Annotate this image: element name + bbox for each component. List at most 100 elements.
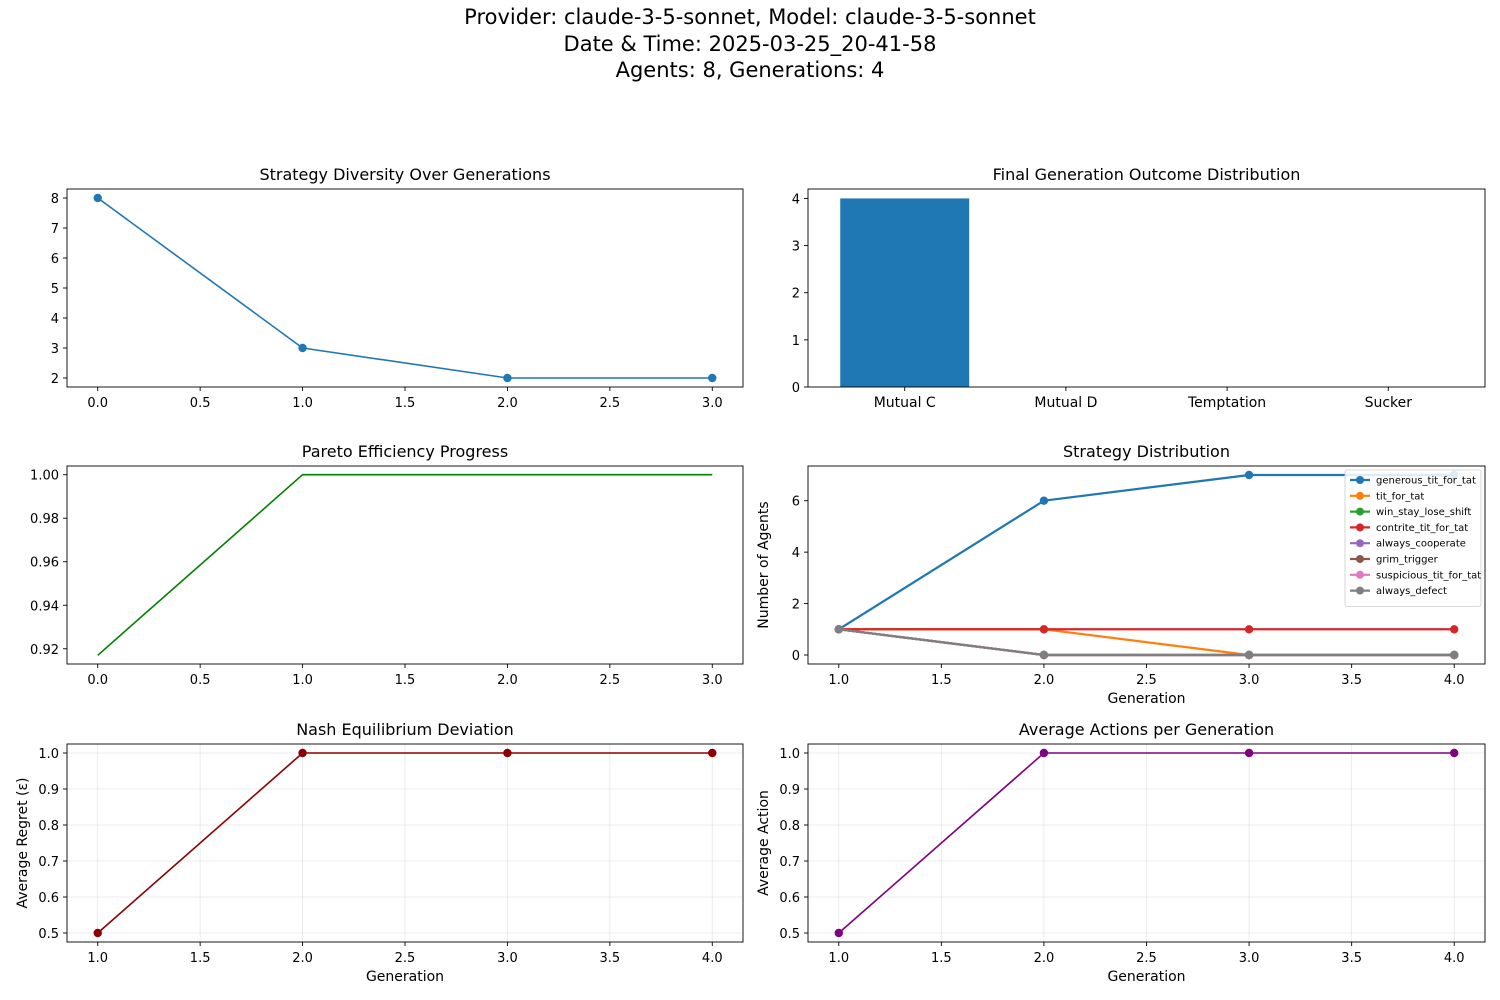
data-point (834, 625, 843, 634)
x-tick-label: 2.5 (600, 673, 621, 688)
y-tick-label: 0.92 (30, 643, 59, 658)
x-tick-label: 1.0 (828, 951, 849, 966)
legend-label: generous_tit_for_tat (1376, 476, 1476, 487)
legend-swatch-marker (1356, 539, 1364, 548)
series-line (97, 197, 713, 379)
x-tick-label: 1.5 (395, 673, 416, 688)
x-tick-label: 2.5 (600, 396, 621, 411)
x-tick-label: 1.0 (292, 673, 313, 688)
chart-title: Nash Equilibrium Deviation (296, 720, 514, 739)
data-point (93, 193, 102, 203)
x-tick-label: 2.0 (292, 951, 313, 966)
y-tick-label: 7 (51, 222, 59, 237)
axes-frame (66, 465, 744, 665)
x-axis-label: Generation (366, 969, 444, 985)
series-line (97, 752, 713, 934)
x-tick-label: Sucker (1365, 395, 1413, 411)
y-tick-label: 1 (792, 334, 800, 349)
chart-nash: 1.0 1.5 2.0 2.5 3.0 3.5 4.0 0.5 0.6 0.7 0.8 0.9 1.0 N… (15, 720, 744, 985)
data-point (708, 373, 717, 383)
y-tick-label: 0.8 (779, 819, 800, 834)
y-tick-label: 0 (792, 649, 800, 664)
data-point (1244, 650, 1254, 660)
x-tick-label: 2.5 (1136, 951, 1157, 966)
y-tick-label: 0.5 (38, 927, 59, 942)
chart-actions: 1.0 1.5 2.0 2.5 3.0 3.5 4.0 0.5 0.6 0.7 0.8 0.9 1.0 A… (756, 720, 1486, 985)
y-tick-label: 6 (792, 495, 800, 510)
x-tick-label: 4.0 (1444, 951, 1465, 966)
chart-title: Final Generation Outcome Distribution (993, 165, 1301, 184)
x-tick-label: Temptation (1187, 395, 1266, 411)
legend-swatch-marker (1356, 507, 1364, 516)
y-tick-label: 8 (51, 192, 59, 207)
x-tick-label: 1.0 (292, 396, 313, 411)
chart-title: Average Actions per Generation (1019, 720, 1274, 739)
suptitle-line-datetime: Date & Time: 2025-03-25_20-41-58 (563, 31, 937, 56)
series-line (838, 628, 1455, 657)
x-tick-label: 2.0 (1034, 673, 1055, 688)
y-tick-label: 5 (51, 282, 59, 297)
legend-label: contrite_tit_for_tat (1376, 523, 1468, 534)
data-point (503, 748, 512, 758)
y-tick-label: 4 (792, 546, 800, 561)
y-tick-label: 0.9 (38, 783, 59, 798)
y-tick-label: 3 (51, 342, 59, 357)
x-axis-label: Generation (1107, 969, 1185, 985)
legend-swatch-marker (1356, 523, 1364, 532)
x-tick-label: 2.5 (1136, 673, 1157, 688)
chart-outcomes: Mutual C Mutual D Temptation Sucker 0 1 2 3 4 Fin… (792, 165, 1486, 411)
figure-suptitle: Provider: claude-3-5-sonnet, Model: clau… (0, 4, 1500, 84)
data-point (1244, 470, 1254, 480)
y-tick-label: 2 (792, 287, 800, 302)
y-tick-label: 2 (792, 598, 800, 613)
legend-swatch-marker (1356, 586, 1364, 595)
y-tick-label: 3 (792, 240, 800, 255)
y-tick-label: 0.5 (779, 927, 800, 942)
legend-label: suspicious_tit_for_tat (1376, 570, 1481, 581)
y-axis-label: Number of Agents (756, 501, 772, 628)
legend-label: tit_for_tat (1376, 491, 1424, 502)
x-tick-label: 1.0 (828, 673, 849, 688)
y-tick-label: 0 (792, 381, 800, 396)
series-line (838, 752, 1455, 934)
chart-diversity: 0.0 0.5 1.0 1.5 2.0 2.5 3.0 2 3 4 5 6 7 8 Strategy Div… (51, 165, 744, 411)
legend-swatch-marker (1356, 555, 1364, 563)
y-axis-label: Average Regret (ε) (15, 777, 31, 908)
y-tick-label: 0.96 (30, 556, 59, 571)
data-point (1039, 496, 1049, 505)
y-tick-label: 1.0 (779, 747, 800, 762)
y-tick-label: 0.6 (38, 891, 59, 906)
suptitle-line-provider: Provider: claude-3-5-sonnet, Model: clau… (464, 5, 1036, 29)
y-tick-label: 0.6 (779, 891, 800, 906)
suptitle-line-agents: Agents: 8, Generations: 4 (615, 58, 885, 82)
x-tick-label: 3.0 (497, 951, 518, 966)
y-tick-label: 0.98 (30, 512, 59, 527)
data-point (1039, 650, 1049, 660)
x-tick-label: Mutual D (1034, 395, 1097, 411)
legend-swatch-marker (1356, 491, 1364, 500)
legend-label: win_stay_lose_shift (1376, 507, 1471, 518)
x-tick-label: 0.5 (190, 396, 211, 411)
chart-legend: generous_tit_for_tat tit_for_tat win_stay_… (1344, 469, 1482, 607)
y-tick-label: 1.0 (38, 747, 59, 762)
x-tick-label: 2.0 (497, 396, 518, 411)
legend-label: always_defect (1376, 586, 1447, 597)
y-tick-label: 0.94 (30, 599, 59, 614)
y-tick-label: 1.00 (30, 469, 59, 484)
x-tick-label: 1.5 (931, 673, 952, 688)
y-tick-label: 0.7 (779, 855, 800, 870)
y-tick-label: 0.7 (38, 855, 59, 870)
x-tick-label: 0.0 (87, 396, 108, 411)
legend-label: always_cooperate (1376, 539, 1466, 550)
x-tick-label: 3.0 (1239, 673, 1260, 688)
x-tick-label: 3.0 (702, 673, 723, 688)
data-point (834, 928, 843, 938)
chart-title: Pareto Efficiency Progress (302, 442, 508, 461)
y-tick-label: 2 (51, 372, 59, 387)
data-point (1244, 625, 1254, 634)
x-tick-label: 0.5 (190, 673, 211, 688)
legend-label: grim_trigger (1376, 555, 1439, 566)
x-tick-label: 1.0 (87, 951, 108, 966)
x-tick-label: 3.5 (1341, 951, 1362, 966)
x-tick-label: 2.0 (1034, 951, 1055, 966)
